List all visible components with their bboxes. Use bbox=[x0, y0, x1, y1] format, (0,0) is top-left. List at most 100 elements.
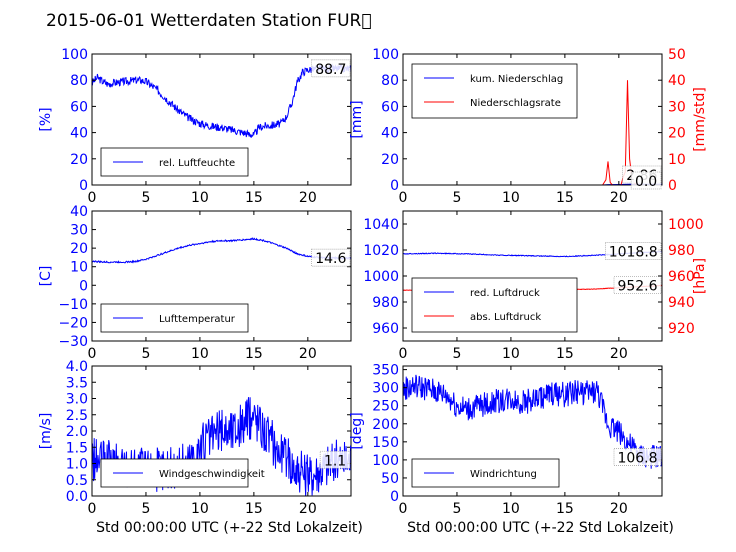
y-axis-label: [m/s] bbox=[38, 413, 54, 450]
x-tick-label: 10 bbox=[502, 346, 520, 362]
y-tick-label: 300 bbox=[372, 381, 399, 397]
series-line-1 bbox=[403, 374, 662, 469]
x-tick-label: 15 bbox=[556, 501, 574, 517]
panel-4: 0 5 10 15 20 960 980 1000 1020 1040 920 940 960 980 10… bbox=[363, 210, 708, 362]
y-tick-label: 100 bbox=[372, 453, 399, 469]
y-tick-label: −30 bbox=[58, 334, 88, 350]
y2-tick-label: 20 bbox=[668, 126, 686, 142]
value-box bbox=[613, 276, 662, 295]
y-tick-label: 60 bbox=[381, 99, 399, 115]
y-tick-label: 3.5 bbox=[66, 375, 88, 391]
legend-label: Windgeschwindigkeit bbox=[159, 469, 265, 480]
legend: rel. Luftfeuchte bbox=[100, 147, 249, 177]
x-tick-label: 20 bbox=[610, 346, 628, 362]
y-axis-label: [mm] bbox=[349, 100, 365, 138]
x-tick-label: 10 bbox=[191, 346, 209, 362]
x-tick-label: 10 bbox=[502, 190, 520, 206]
y-tick-label: 0 bbox=[390, 178, 399, 194]
value-box bbox=[319, 450, 351, 469]
y2-tick-label: 940 bbox=[668, 295, 695, 311]
y-tick-label: 980 bbox=[372, 295, 399, 311]
legend-label: Niederschlagsrate bbox=[470, 98, 561, 109]
panel-2: 0 5 10 15 20 0 20 40 60 80 100 0 10 20 30 40 50 [mm] [mm/s… bbox=[349, 47, 708, 206]
y-tick-label: 960 bbox=[372, 321, 399, 337]
axes-frame bbox=[91, 53, 352, 186]
legend-label: kum. Niederschlag bbox=[470, 74, 563, 85]
panel-1: 0 5 10 15 20 0 20 40 60 80 100 [%] rel. Luftfeuchte 8… bbox=[38, 47, 352, 206]
y-tick-label: 1.5 bbox=[66, 440, 88, 456]
legend-label: red. Luftdruck bbox=[470, 288, 540, 299]
y2-axis-label: [mm/std] bbox=[692, 87, 708, 152]
y-tick-label: 0 bbox=[79, 278, 88, 294]
value-box bbox=[311, 248, 351, 267]
y-tick-label: 0 bbox=[79, 178, 88, 194]
x-tick-label: 0 bbox=[399, 346, 408, 362]
axes-frame bbox=[402, 53, 663, 186]
legend: kum. Niederschlag Niederschlagsrate bbox=[411, 63, 578, 119]
y-tick-label: 250 bbox=[372, 399, 399, 415]
y-tick-label: 1040 bbox=[363, 217, 399, 233]
y2-tick-label: 980 bbox=[668, 243, 695, 259]
y-tick-label: 40 bbox=[381, 126, 399, 142]
y-tick-label: 80 bbox=[381, 73, 399, 89]
y-tick-label: 80 bbox=[70, 73, 88, 89]
y-tick-label: 30 bbox=[70, 223, 88, 239]
y2-tick-label: 960 bbox=[668, 269, 695, 285]
x-tick-label: 20 bbox=[299, 501, 317, 517]
y-tick-label: 1020 bbox=[363, 243, 399, 259]
x-tick-label: 0 bbox=[399, 501, 408, 517]
x-axis-label: Std 00:00:00 UTC (+-22 Std Lokalzeit) bbox=[96, 520, 363, 536]
value-box bbox=[605, 242, 662, 260]
y-tick-label: 0.0 bbox=[66, 489, 88, 505]
y2-axis-label: [hPa] bbox=[692, 258, 708, 294]
y2-tick-label: 1000 bbox=[668, 217, 704, 233]
value-label: 1018.8 bbox=[609, 245, 658, 261]
y-tick-label: 0 bbox=[390, 489, 399, 505]
value-label: 14.6 bbox=[315, 251, 346, 267]
y-tick-label: 20 bbox=[70, 152, 88, 168]
legend-box bbox=[411, 63, 578, 119]
axes-frame bbox=[402, 365, 663, 497]
y-tick-label: 1000 bbox=[363, 269, 399, 285]
x-tick-label: 0 bbox=[88, 346, 97, 362]
panel-5: 0 5 10 15 20 0.00.51.01.52.02.53.03.54.0 [m/s]… bbox=[38, 359, 363, 536]
y-tick-label: 350 bbox=[372, 363, 399, 379]
y2-tick-label: 50 bbox=[668, 47, 686, 63]
figure-title: 2015-06-01 Wetterdaten Station FUR  bbox=[46, 11, 372, 31]
x-tick-label: 20 bbox=[610, 501, 628, 517]
y2-tick-label: 920 bbox=[668, 321, 695, 337]
x-tick-label: 15 bbox=[245, 190, 263, 206]
y-tick-label: −10 bbox=[58, 297, 88, 313]
legend: Windrichtung bbox=[411, 458, 560, 488]
y2-tick-label: 0 bbox=[668, 178, 677, 194]
x-tick-label: 10 bbox=[191, 501, 209, 517]
y-tick-label: 40 bbox=[70, 204, 88, 220]
x-tick-label: 10 bbox=[191, 190, 209, 206]
legend-label: rel. Luftfeuchte bbox=[159, 158, 235, 169]
series-line-1 bbox=[92, 63, 351, 138]
value-box bbox=[613, 448, 662, 466]
y-tick-label: 2.5 bbox=[66, 408, 88, 424]
x-tick-label: 10 bbox=[502, 501, 520, 517]
x-axis-label: Std 00:00:00 UTC (+-22 Std Lokalzeit) bbox=[407, 520, 674, 536]
value-label: 1.1 bbox=[324, 453, 346, 469]
x-tick-label: 0 bbox=[88, 501, 97, 517]
y-tick-label: 60 bbox=[70, 99, 88, 115]
x-tick-label: 5 bbox=[452, 501, 461, 517]
x-tick-label: 5 bbox=[141, 346, 150, 362]
value-label: 88.7 bbox=[315, 62, 346, 78]
legend: Lufttemperatur bbox=[100, 303, 249, 333]
y-axis-label: [C] bbox=[38, 266, 54, 287]
series-line-1 bbox=[92, 237, 351, 264]
x-tick-label: 20 bbox=[299, 190, 317, 206]
y-tick-label: 1.0 bbox=[66, 457, 88, 473]
legend-box bbox=[411, 277, 578, 333]
legend: Windgeschwindigkeit bbox=[100, 458, 265, 488]
y-tick-label: 100 bbox=[61, 47, 88, 63]
y-tick-label: 50 bbox=[381, 471, 399, 487]
axes-frame bbox=[91, 210, 352, 342]
value-label: 952.6 bbox=[617, 279, 657, 295]
legend-label: Lufttemperatur bbox=[159, 314, 236, 325]
y-axis-label: [%] bbox=[38, 107, 54, 131]
